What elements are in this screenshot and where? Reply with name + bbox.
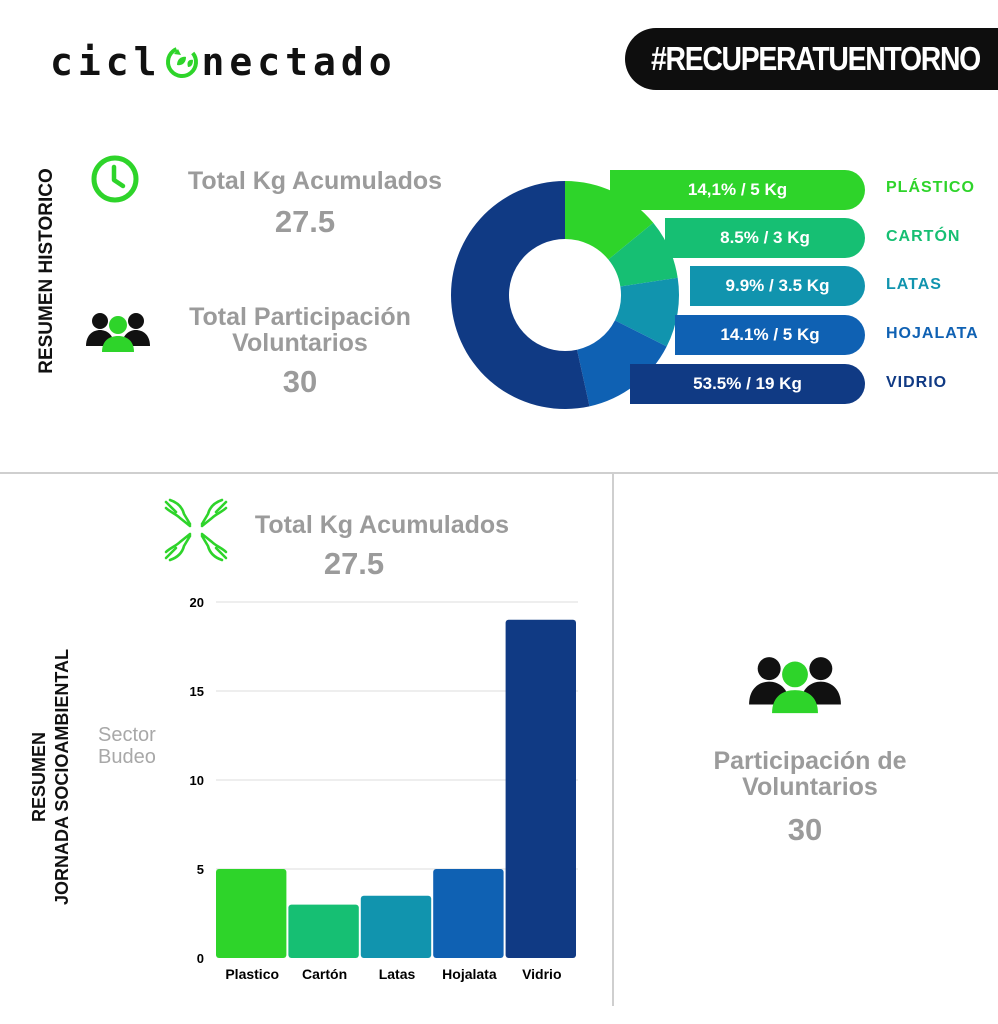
historic-total-kg-title: Total Kg Acumulados	[187, 167, 443, 195]
historic-participation-title-line2: Voluntarios	[232, 329, 368, 357]
jornada-participation-title-line2: Voluntarios	[742, 773, 878, 801]
donut-slice-carton	[608, 222, 678, 287]
donut-slice-plastico	[565, 181, 654, 260]
jornada-total-kg-value: 27.5	[323, 546, 385, 581]
section-label-jornada-line1: RESUMEN	[29, 732, 49, 823]
pill-vidrio-label: 53.5% / 19 Kg	[693, 374, 802, 393]
legend-vidrio: VIDRIO	[886, 374, 948, 391]
historic-participation-value: 30	[282, 364, 318, 399]
section-divider-horizontal	[0, 472, 998, 474]
jornada-total-kg-title: Total Kg Acumulados	[254, 511, 510, 539]
logo-text-right: nectado	[201, 40, 397, 84]
section-divider-vertical	[612, 474, 614, 1006]
y-tick-label: 20	[190, 595, 204, 610]
donut-chart	[451, 181, 679, 409]
logo: cicl nectado	[50, 40, 397, 84]
pill-hojalata-label: 14.1% / 5 Kg	[720, 325, 820, 344]
recycle-hands-icon	[164, 498, 228, 562]
section-label-historic: RESUMEN HISTORICO	[36, 168, 57, 374]
historic-participation-title-line1: Total Participación	[189, 303, 411, 331]
jornada-participation-title-line1: Participación de	[713, 747, 907, 775]
hashtag-banner: #RECUPERATUENTORNO	[625, 28, 998, 90]
x-tick-label: Latas	[379, 966, 416, 982]
x-tick-label: Vidrio	[522, 966, 561, 982]
bar-plastico	[216, 869, 287, 958]
bar-vidrio	[505, 619, 576, 958]
logo-text-left: cicl	[50, 40, 162, 84]
people-group-icon-large	[749, 657, 841, 714]
hashtag-text: #RECUPERATUENTORNO	[651, 40, 981, 77]
sector-label-line1: Sector	[98, 724, 156, 746]
bar-chart: 0 5 10 15 20 Plastico Cartón Latas Hojalata Vidri…	[190, 595, 578, 982]
pill-plastico: 14,1% / 5 Kg	[610, 170, 865, 210]
bar-hojalata	[433, 869, 504, 958]
legend-latas: LATAS	[886, 276, 942, 293]
donut-slice-latas	[614, 277, 679, 347]
x-tick-label: Cartón	[302, 966, 347, 982]
legend-carton: CARTÓN	[886, 228, 961, 245]
y-tick-label: 10	[190, 773, 204, 788]
sector-label: Sector Budeo	[98, 724, 156, 768]
leaf-recycle-icon	[165, 46, 198, 78]
donut-slice-vidrio	[451, 181, 590, 409]
clock-icon	[91, 155, 139, 203]
bar-cartón	[288, 904, 359, 958]
legend-plastico: PLÁSTICO	[886, 179, 975, 196]
sector-label-line2: Budeo	[98, 746, 156, 768]
pill-latas: 9.9% / 3.5 Kg	[690, 266, 865, 306]
pill-carton: 8.5% / 3 Kg	[665, 218, 865, 258]
y-tick-label: 0	[197, 951, 204, 966]
people-group-icon	[86, 313, 150, 352]
x-tick-label: Hojalata	[442, 966, 497, 982]
bar-latas	[360, 895, 432, 958]
pill-hojalata: 14.1% / 5 Kg	[675, 315, 865, 355]
section-label-jornada: RESUMEN JORNADA SOCIOAMBIENTAL	[28, 622, 74, 932]
y-tick-label: 5	[197, 862, 204, 877]
y-tick-label: 15	[190, 684, 204, 699]
donut-slice-hojalata	[577, 320, 667, 407]
historic-total-kg-value: 27.5	[274, 204, 336, 239]
legend-hojalata: HOJALATA	[886, 325, 979, 342]
pill-carton-label: 8.5% / 3 Kg	[720, 228, 810, 247]
pill-vidrio: 53.5% / 19 Kg	[630, 364, 865, 404]
pill-latas-label: 9.9% / 3.5 Kg	[725, 276, 830, 295]
pill-plastico-label: 14,1% / 5 Kg	[687, 180, 788, 199]
section-label-jornada-line2: JORNADA SOCIOAMBIENTAL	[52, 649, 72, 905]
x-tick-label: Plastico	[225, 966, 279, 982]
jornada-participation-value: 30	[787, 812, 823, 847]
